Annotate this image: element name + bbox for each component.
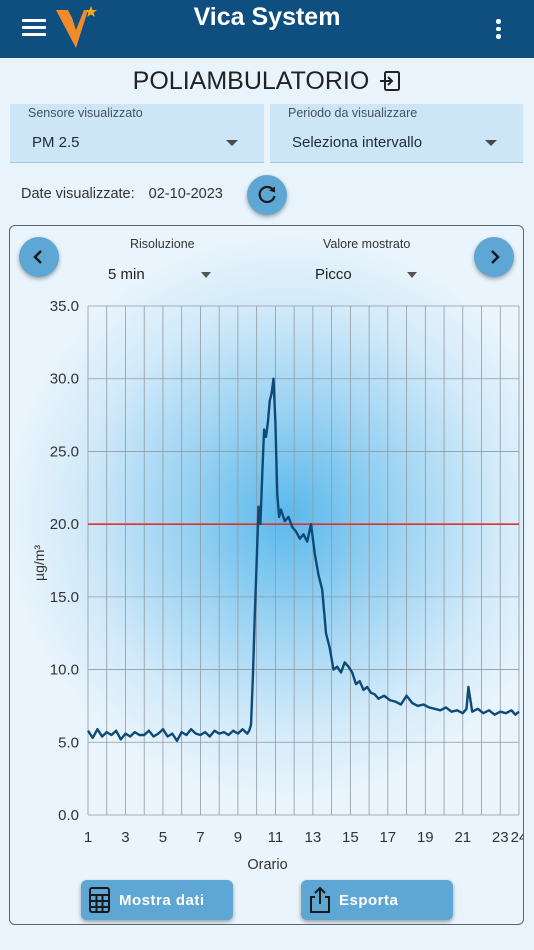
y-tick-label: 30.0 (50, 371, 79, 388)
x-tick-label: 13 (305, 829, 322, 846)
shown-value-label: Valore mostrato (323, 237, 411, 251)
export-label: Esporta (339, 891, 399, 909)
pm25-series-line (86, 377, 520, 742)
refresh-button[interactable] (247, 175, 287, 215)
exit-icon[interactable] (379, 70, 401, 92)
pm25-line-chart: 0.05.010.015.020.025.030.035.01 3 5 7 9 11 13 1… (50, 298, 524, 846)
resolution-value[interactable]: 5 min (108, 266, 145, 283)
chevron-right-icon (491, 250, 500, 264)
overflow-menu-icon[interactable] (496, 19, 502, 41)
y-tick-label: 10.0 (50, 662, 79, 679)
shown-value-value[interactable]: Picco (315, 266, 352, 283)
export-button[interactable]: Esporta (301, 880, 453, 920)
show-data-button[interactable]: Mostra dati (81, 880, 233, 920)
sensor-select[interactable]: Sensore visualizzato PM 2.5 (10, 104, 264, 163)
period-select-label: Periodo da visualizzare (288, 106, 418, 120)
table-icon (89, 887, 110, 913)
shown-value-dropdown-icon[interactable] (407, 272, 417, 278)
chevron-down-icon (226, 140, 238, 146)
dates-value: 02-10-2023 (148, 186, 223, 202)
next-day-button[interactable] (474, 237, 514, 277)
chevron-left-icon (33, 250, 42, 264)
previous-day-button[interactable] (19, 237, 59, 277)
sensor-select-value: PM 2.5 (32, 134, 80, 151)
y-tick-label: 25.0 (50, 443, 79, 460)
share-icon (310, 886, 330, 913)
y-axis-label: µg/m³ (31, 544, 47, 581)
y-tick-label: 15.0 (50, 589, 79, 606)
period-select-value: Seleziona intervallo (292, 134, 423, 151)
show-data-label: Mostra dati (119, 891, 205, 909)
app-title: Vica System (193, 3, 341, 31)
x-tick-label: 3 (121, 829, 129, 846)
vica-logo (56, 6, 97, 48)
y-tick-label: 5.0 (58, 734, 79, 751)
chevron-down-icon (485, 140, 497, 146)
x-tick-label: 5 (159, 829, 167, 846)
y-tick-label: 0.0 (58, 807, 79, 824)
resolution-label: Risoluzione (130, 237, 195, 251)
period-select[interactable]: Periodo da visualizzare Seleziona interv… (270, 104, 523, 163)
x-tick-label: 21 (454, 829, 471, 846)
x-tick-label: 19 (417, 829, 434, 846)
page-title: POLIAMBULATORIO (132, 66, 370, 95)
dates-label: Date visualizzate: (21, 186, 135, 202)
x-tick-label: 23 (492, 829, 509, 846)
x-tick-label: 11 (268, 829, 284, 846)
dates-row: Date visualizzate: 02-10-2023 (21, 186, 223, 202)
sensor-select-label: Sensore visualizzato (28, 106, 143, 120)
x-tick-label: 7 (196, 829, 204, 846)
x-axis-label: Orario (247, 857, 288, 873)
resolution-dropdown-icon[interactable] (201, 272, 211, 278)
menu-icon[interactable] (22, 19, 46, 39)
refresh-icon (258, 185, 276, 204)
chart-panel: Risoluzione 5 min Valore mostrato Picco … (9, 225, 524, 925)
app-bar: Vica System (0, 0, 534, 58)
x-tick-label: 1 (84, 829, 92, 846)
page-heading: POLIAMBULATORIO (0, 64, 534, 98)
x-tick-label: 9 (234, 829, 242, 846)
x-tick-label: 17 (379, 829, 396, 846)
y-tick-label: 20.0 (50, 516, 79, 533)
x-tick-label: 15 (342, 829, 359, 846)
x-tick-label: 24 (511, 829, 524, 846)
y-tick-label: 35.0 (50, 298, 79, 315)
